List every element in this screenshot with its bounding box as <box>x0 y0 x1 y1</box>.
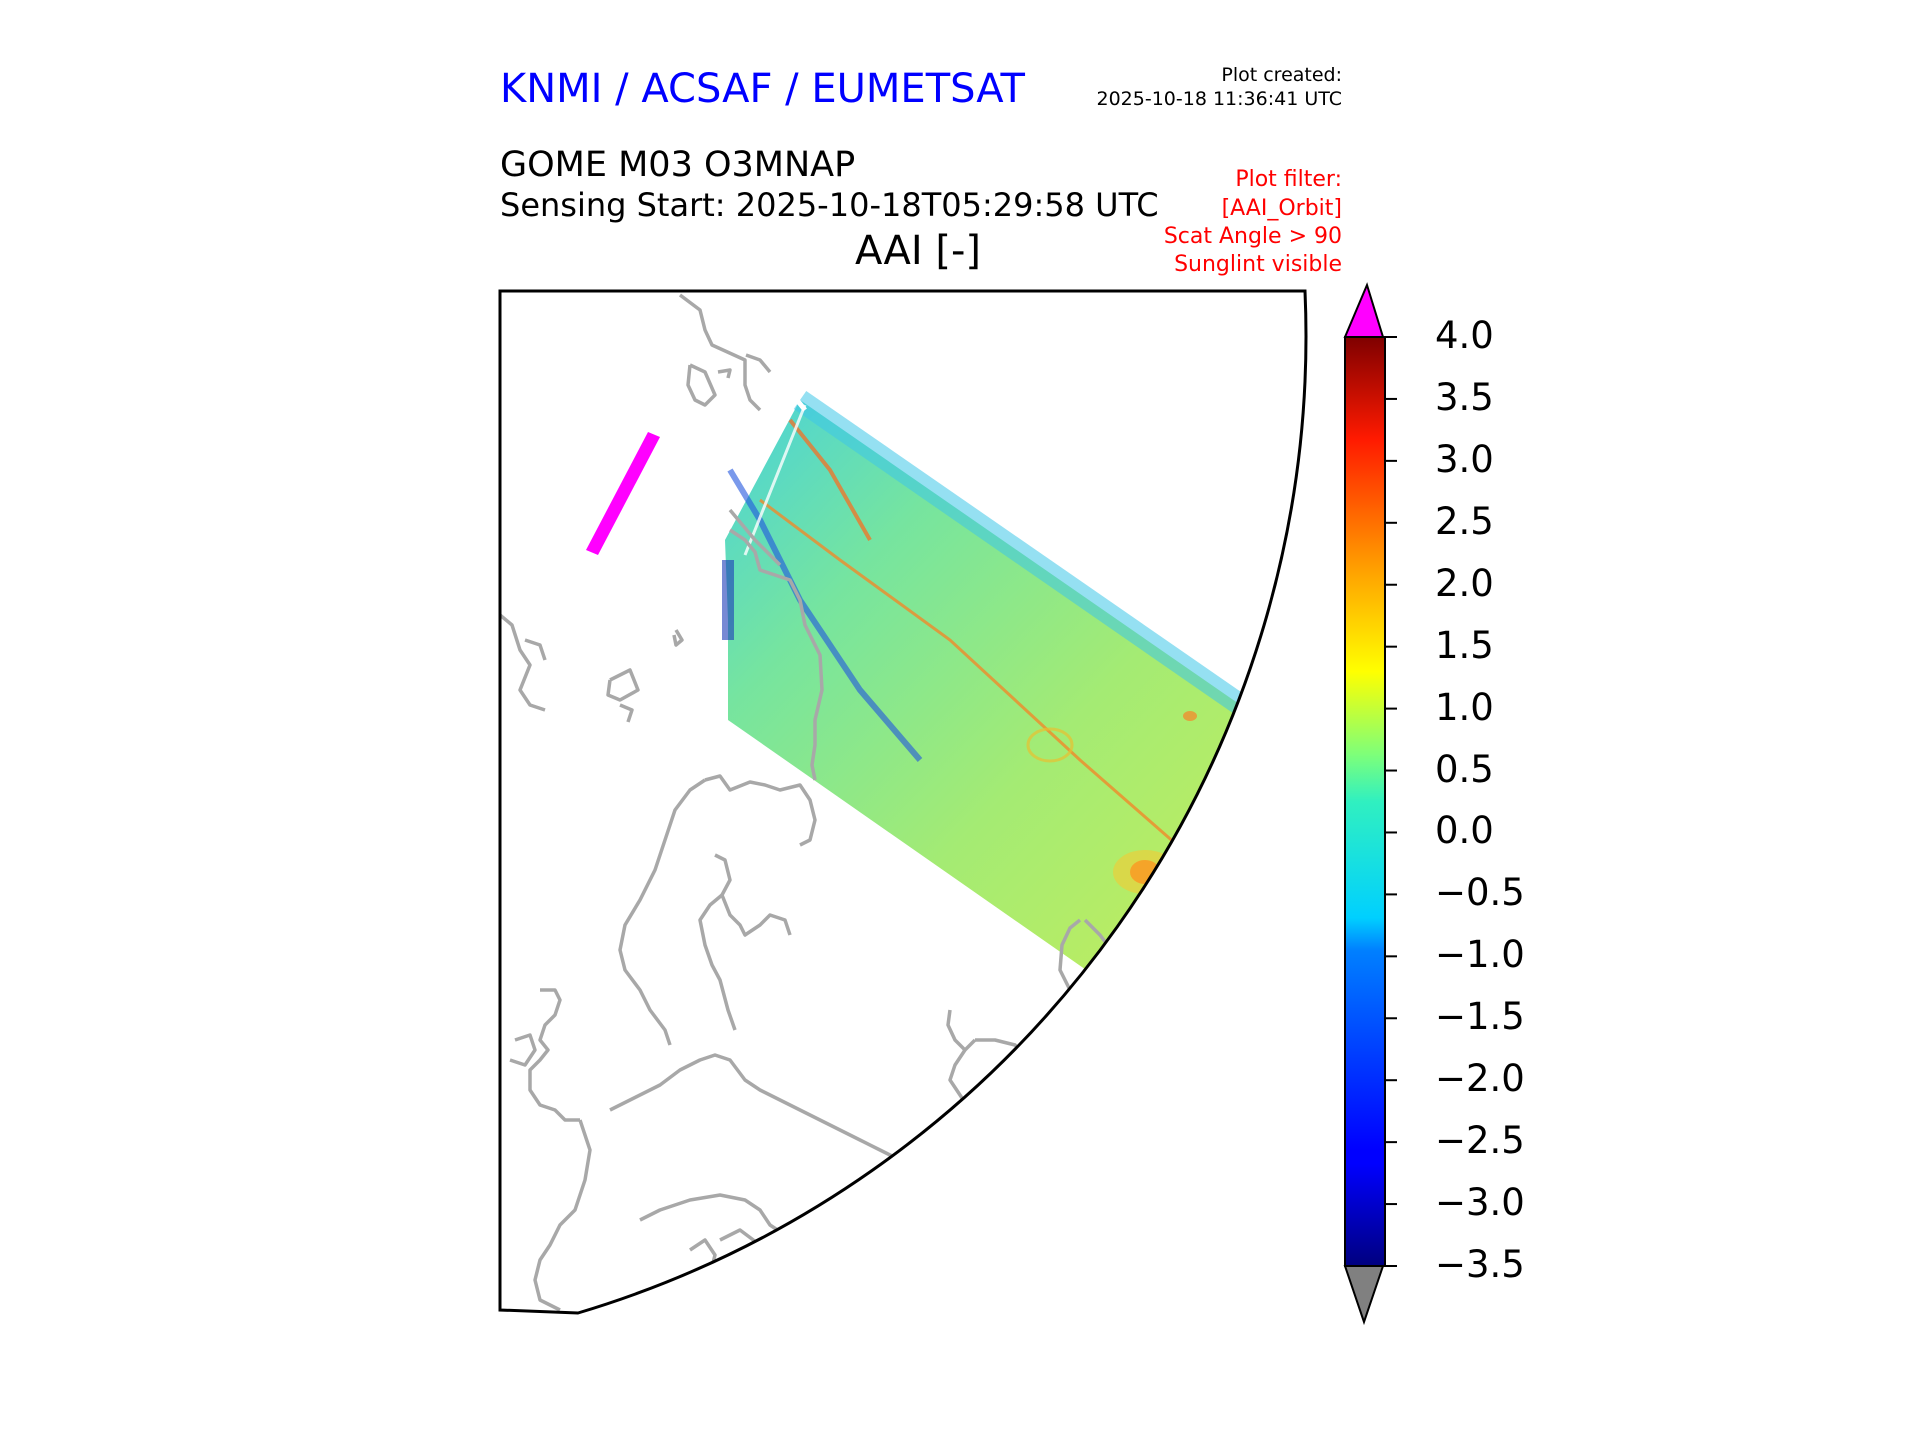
map-frame <box>498 289 1308 1315</box>
aai-over-range-patch <box>586 432 660 555</box>
colorbar-tick-label: −0.5 <box>1435 871 1525 915</box>
colorbar-tick-label: −1.5 <box>1435 995 1525 1039</box>
plot-created-label: Plot created: <box>1221 64 1342 86</box>
colorbar-tick-label: 1.0 <box>1435 685 1494 729</box>
colorbar-tick-label: 2.0 <box>1435 561 1494 605</box>
colorbar-tick-label: 1.5 <box>1435 623 1494 667</box>
colorbar-tick-label: −2.5 <box>1435 1119 1525 1163</box>
plot-filter-line: [AAI_Orbit] <box>1221 196 1342 221</box>
colorbar-tick-label: −3.5 <box>1435 1243 1525 1286</box>
colorbar-tick-label: 3.5 <box>1435 375 1494 419</box>
colorbar-ticks <box>1385 336 1397 1267</box>
plot-created-time: 2025-10-18 11:36:41 UTC <box>1096 88 1343 110</box>
product-title: GOME M03 O3MNAP <box>500 145 856 185</box>
plot-filter-line: Plot filter: <box>1235 167 1342 192</box>
colorbar-tick-label: 0.5 <box>1435 747 1494 791</box>
aai-swath <box>725 400 1306 1025</box>
colorbar-gradient <box>1344 336 1386 1267</box>
colorbar-tick-label: −1.0 <box>1435 933 1525 977</box>
sensing-start: Sensing Start: 2025-10-18T05:29:58 UTC <box>500 186 1159 224</box>
colorbar-tick-label: −2.0 <box>1435 1057 1525 1101</box>
colorbar-tick-label: 2.5 <box>1435 499 1494 543</box>
colorbar-over-arrow <box>1343 282 1385 338</box>
colorbar-tick-label: −3.0 <box>1435 1181 1525 1225</box>
plot-filter-line: Scat Angle > 90 <box>1163 224 1342 249</box>
brand-title: KNMI / ACSAF / EUMETSAT <box>500 66 1025 112</box>
colorbar-tick-label: 3.0 <box>1435 437 1494 481</box>
colorbar-tick-label: 0.0 <box>1435 809 1494 853</box>
variable-title: AAI [-] <box>855 228 981 274</box>
colorbar-under-arrow <box>1343 1265 1385 1326</box>
colorbar <box>1343 282 1397 1326</box>
colorbar-tick-label: 4.0 <box>1435 314 1494 357</box>
plot-filter-line: Sunglint visible <box>1174 252 1342 277</box>
